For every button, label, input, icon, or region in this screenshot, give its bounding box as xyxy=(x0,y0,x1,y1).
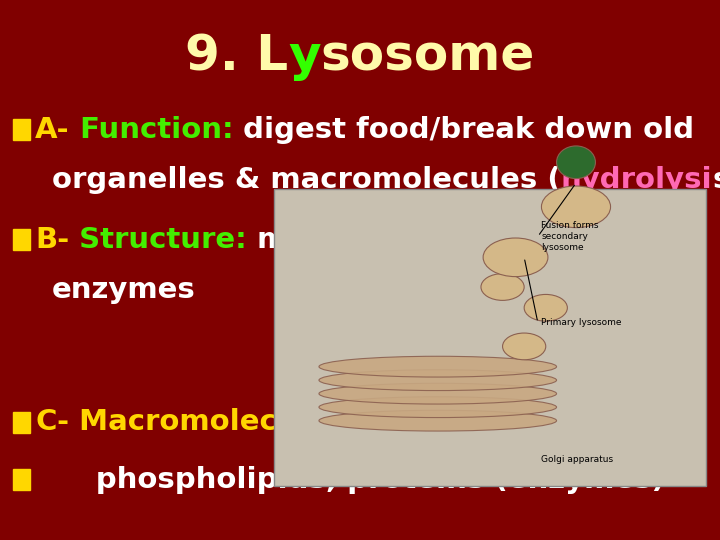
Text: 9. L: 9. L xyxy=(185,33,288,80)
Text: Primary lysosome: Primary lysosome xyxy=(541,318,622,327)
Ellipse shape xyxy=(483,238,548,276)
Text: Macromolecules: Macromolecules xyxy=(69,408,345,436)
Text: y: y xyxy=(288,33,320,80)
Text: sosome: sosome xyxy=(320,33,535,80)
Text: Structure:: Structure: xyxy=(69,226,247,254)
Text: organelles & macromolecules (: organelles & macromolecules ( xyxy=(52,166,561,194)
Ellipse shape xyxy=(319,397,557,417)
Bar xyxy=(13,119,30,140)
Ellipse shape xyxy=(319,410,557,431)
Text: s): s) xyxy=(712,166,720,194)
Ellipse shape xyxy=(319,370,557,390)
Ellipse shape xyxy=(541,186,611,228)
Text: Fusion forms
secondary
lysosome: Fusion forms secondary lysosome xyxy=(541,221,599,252)
Ellipse shape xyxy=(319,383,557,404)
Bar xyxy=(13,229,30,251)
Ellipse shape xyxy=(503,333,546,360)
Text: A-: A- xyxy=(35,116,70,144)
Text: Function:: Function: xyxy=(70,116,233,144)
Bar xyxy=(13,411,30,433)
Text: digest food/break down old: digest food/break down old xyxy=(233,116,695,144)
Text: membrane bubble full of: membrane bubble full of xyxy=(247,226,663,254)
Ellipse shape xyxy=(481,274,524,300)
Text: Golgi apparatus: Golgi apparatus xyxy=(541,455,613,464)
Text: C-: C- xyxy=(35,408,69,436)
FancyBboxPatch shape xyxy=(274,189,706,486)
Text: hydrolysi: hydrolysi xyxy=(561,166,712,194)
Text: enzymes: enzymes xyxy=(52,276,196,304)
Ellipse shape xyxy=(319,356,557,377)
Text: phospholipids, proteins (enzymes): phospholipids, proteins (enzymes) xyxy=(35,465,665,494)
Bar xyxy=(13,469,30,490)
Ellipse shape xyxy=(524,294,567,321)
Ellipse shape xyxy=(557,146,595,179)
Text: B-: B- xyxy=(35,226,69,254)
